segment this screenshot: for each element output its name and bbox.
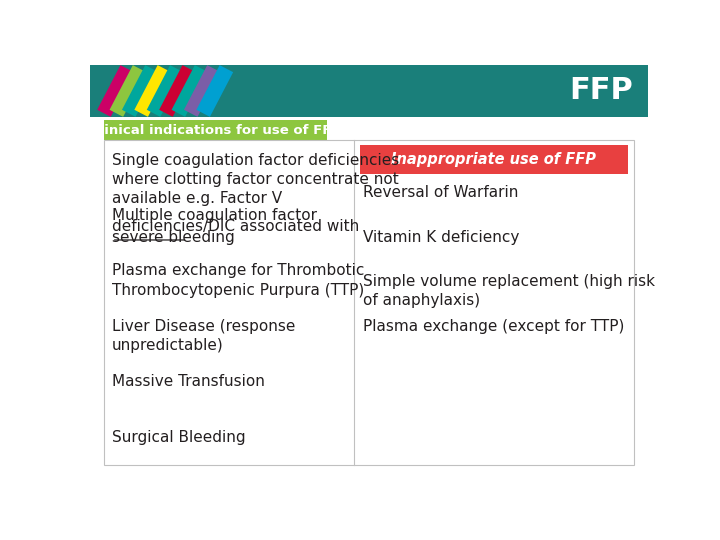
Text: severe bleeding: severe bleeding — [112, 230, 235, 245]
Bar — [360, 145, 628, 174]
Text: Liver Disease (response
unpredictable): Liver Disease (response unpredictable) — [112, 319, 295, 353]
Text: Multiple coagulation factor: Multiple coagulation factor — [112, 208, 317, 223]
Text: Vitamin K deficiency: Vitamin K deficiency — [363, 230, 519, 245]
Bar — [104, 120, 327, 140]
Text: Simple volume replacement (high risk
of anaphylaxis): Simple volume replacement (high risk of … — [363, 274, 654, 308]
Bar — [104, 140, 634, 465]
Text: FFP: FFP — [569, 77, 632, 105]
Text: Reversal of Warfarin: Reversal of Warfarin — [363, 185, 518, 200]
Text: Clinical indications for use of FFP: Clinical indications for use of FFP — [90, 124, 341, 137]
Text: Plasma exchange (except for TTP): Plasma exchange (except for TTP) — [363, 319, 624, 334]
Text: Single coagulation factor deficiencies
where clotting factor concentrate not
ava: Single coagulation factor deficiencies w… — [112, 153, 399, 206]
Text: deficiencies/DIC associated with: deficiencies/DIC associated with — [112, 219, 359, 234]
Text: Massive Transfusion: Massive Transfusion — [112, 374, 264, 389]
Text: Plasma exchange for Thrombotic
Thrombocytopenic Purpura (TTP): Plasma exchange for Thrombotic Thrombocy… — [112, 264, 364, 298]
Text: Inappropriate use of FFP: Inappropriate use of FFP — [391, 152, 596, 167]
Bar — [90, 65, 648, 117]
Text: Surgical Bleeding: Surgical Bleeding — [112, 430, 246, 445]
